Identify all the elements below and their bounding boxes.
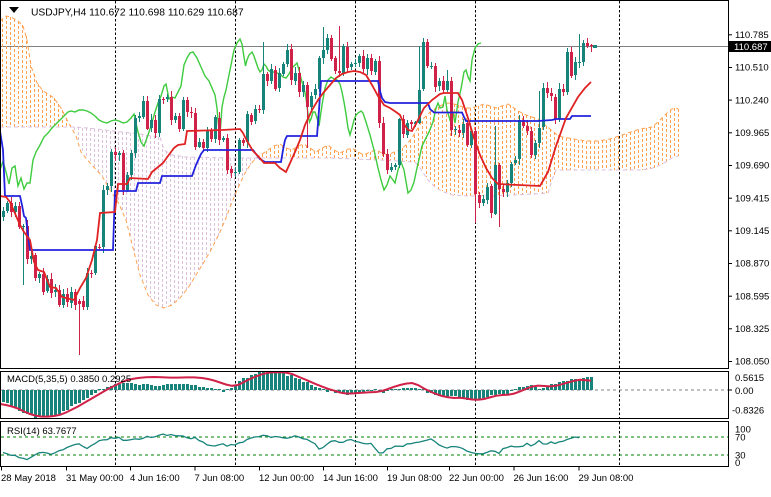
svg-text:110.687: 110.687 bbox=[734, 42, 768, 53]
svg-text:0.5615: 0.5615 bbox=[735, 373, 764, 384]
svg-text:109.965: 109.965 bbox=[735, 128, 769, 139]
svg-text:7 Jun 08:00: 7 Jun 08:00 bbox=[195, 473, 245, 484]
svg-text:-0.8326: -0.8326 bbox=[732, 406, 764, 417]
svg-text:12 Jun 00:00: 12 Jun 00:00 bbox=[259, 473, 314, 484]
svg-text:110.785: 110.785 bbox=[735, 30, 769, 41]
svg-text:0: 0 bbox=[735, 458, 740, 469]
svg-text:USDJPY,H4 110.672 110.698 110: USDJPY,H4 110.672 110.698 110.629 110.68… bbox=[31, 8, 244, 19]
svg-text:109.690: 109.690 bbox=[735, 161, 769, 172]
svg-text:108.325: 108.325 bbox=[735, 324, 769, 335]
svg-text:110.510: 110.510 bbox=[735, 63, 769, 74]
svg-text:108.050: 108.050 bbox=[735, 357, 769, 368]
svg-text:70: 70 bbox=[735, 433, 746, 444]
svg-text:22 Jun 00:00: 22 Jun 00:00 bbox=[449, 473, 504, 484]
svg-text:4 Jun 16:00: 4 Jun 16:00 bbox=[130, 473, 180, 484]
svg-text:MACD(5,35,5) 0.3850 0.2925: MACD(5,35,5) 0.3850 0.2925 bbox=[7, 374, 131, 385]
svg-text:29 Jun 08:00: 29 Jun 08:00 bbox=[579, 473, 634, 484]
svg-text:108.870: 108.870 bbox=[735, 259, 769, 270]
svg-text:110.240: 110.240 bbox=[735, 95, 769, 106]
svg-text:RSI(14) 63.7677: RSI(14) 63.7677 bbox=[7, 426, 77, 437]
svg-text:19 Jun 08:00: 19 Jun 08:00 bbox=[387, 473, 442, 484]
svg-text:14 Jun 16:00: 14 Jun 16:00 bbox=[323, 473, 378, 484]
svg-text:26 Jun 16:00: 26 Jun 16:00 bbox=[514, 473, 569, 484]
svg-text:31 May 00:00: 31 May 00:00 bbox=[66, 473, 124, 484]
svg-text:109.145: 109.145 bbox=[735, 226, 769, 237]
svg-text:28 May 2018: 28 May 2018 bbox=[1, 473, 56, 484]
svg-text:0.00: 0.00 bbox=[735, 386, 754, 397]
svg-text:108.595: 108.595 bbox=[735, 291, 769, 302]
svg-text:109.415: 109.415 bbox=[735, 193, 769, 204]
